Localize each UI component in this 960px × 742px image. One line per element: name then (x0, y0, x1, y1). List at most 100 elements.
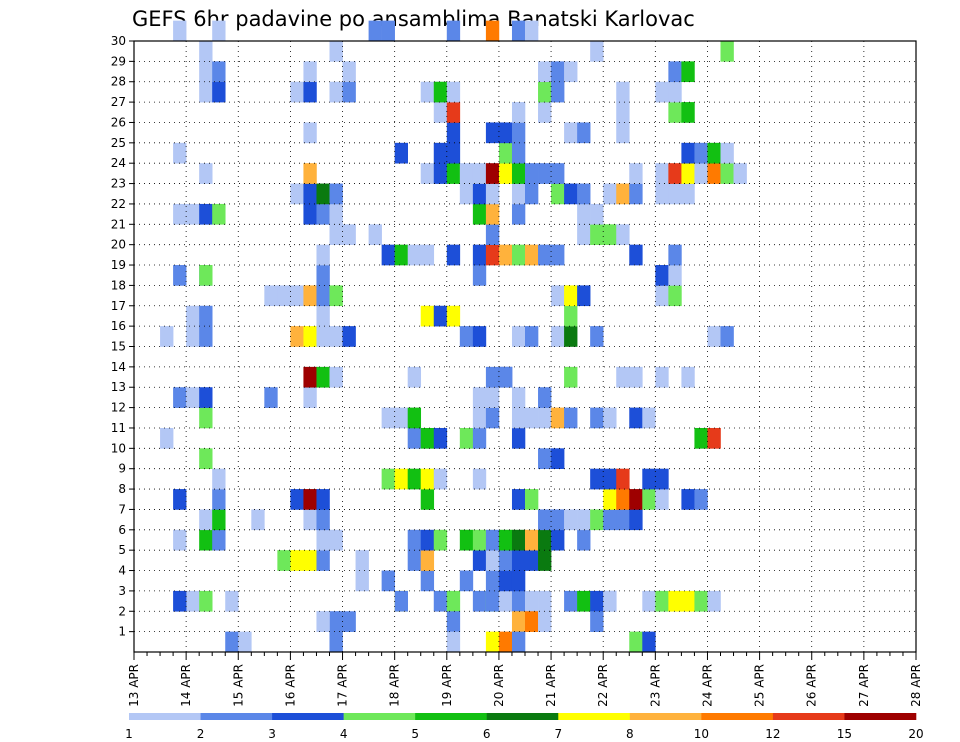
heatmap-cell (694, 489, 708, 510)
heatmap-cell (485, 631, 500, 653)
heatmap-cell (316, 509, 330, 531)
heatmap-cell (381, 20, 395, 42)
colorbar-label: 3 (268, 727, 276, 741)
heatmap-cell (472, 550, 487, 571)
heatmap-cell (173, 265, 187, 286)
heatmap-cell (577, 122, 591, 144)
y-tick-label: 18 (111, 278, 126, 292)
heatmap-cell (681, 163, 695, 184)
heatmap-cell (290, 183, 304, 205)
heatmap-cell (642, 407, 656, 429)
y-tick-label: 4 (118, 564, 126, 578)
y-tick-label: 30 (111, 34, 126, 48)
heatmap-cell (329, 81, 343, 103)
heatmap-cell (590, 224, 604, 245)
heatmap-cell (446, 590, 461, 612)
heatmap-cell (668, 81, 682, 103)
heatmap-cell (629, 631, 643, 653)
colorbar-swatch (129, 713, 201, 720)
heatmap-cell (316, 611, 330, 632)
y-tick-label: 27 (111, 95, 126, 109)
heatmap-cell (525, 529, 539, 551)
colorbar-swatch (844, 713, 917, 720)
heatmap-cell (264, 285, 278, 307)
heatmap-cell (616, 183, 630, 205)
heatmap-cell (251, 509, 265, 531)
x-tick-label: 26 APR (805, 664, 819, 707)
heatmap-cell (459, 570, 474, 592)
heatmap-cell (538, 244, 552, 266)
heatmap-cell (655, 285, 669, 307)
heatmap-cell (551, 183, 565, 205)
heatmap-cell (498, 244, 513, 266)
heatmap-cell (212, 61, 226, 83)
heatmap-cell (277, 550, 291, 571)
heatmap-cell (538, 611, 552, 632)
heatmap-cell (511, 387, 526, 408)
heatmap-cell (316, 366, 330, 388)
colorbar-swatch (701, 713, 774, 720)
heatmap-cell (616, 366, 630, 388)
y-tick-label: 3 (118, 584, 126, 598)
heatmap-cell (616, 489, 630, 510)
y-tick-label: 11 (111, 421, 126, 435)
heatmap-cell (590, 590, 604, 612)
heatmap-cell (511, 244, 526, 266)
heatmap-cell (173, 590, 187, 612)
heatmap-cell (329, 224, 343, 245)
heatmap-cell (655, 81, 669, 103)
heatmap-cell (290, 285, 304, 307)
heatmap-cell (290, 81, 304, 103)
heatmap-cell (538, 529, 552, 551)
heatmap-cell (433, 529, 448, 551)
colorbar-swatch (343, 713, 416, 720)
heatmap-cell (199, 407, 213, 429)
heatmap-cell (707, 163, 721, 184)
heatmap-cell (303, 489, 317, 510)
x-tick-label: 23 APR (648, 664, 662, 707)
heatmap-cell (498, 163, 513, 184)
heatmap-cell (316, 285, 330, 307)
heatmap-cell (472, 387, 487, 408)
heatmap-cell (160, 326, 174, 347)
heatmap-cell (485, 224, 500, 245)
x-tick-label: 21 APR (544, 664, 558, 707)
heatmap-cell (199, 590, 213, 612)
heatmap-cell (446, 244, 461, 266)
heatmap-cell (629, 183, 643, 205)
y-tick-label: 28 (111, 75, 126, 89)
heatmap-cell (564, 183, 578, 205)
heatmap-cell (329, 183, 343, 205)
heatmap-cell (342, 224, 356, 245)
heatmap-cell (316, 305, 330, 327)
y-tick-label: 16 (111, 319, 126, 333)
heatmap-cell (446, 102, 461, 123)
heatmap-cell (407, 550, 422, 571)
heatmap-cell (420, 468, 435, 490)
heatmap-cell (342, 61, 356, 83)
heatmap-cell (459, 163, 474, 184)
heatmap-cell (199, 305, 213, 327)
heatmap-cells (160, 20, 747, 653)
x-axis: 13 APR 14 APR 15 APR 16 APR 17 APR 18 APR 19 A… (127, 652, 923, 707)
heatmap-cell (707, 326, 721, 347)
heatmap-cell (538, 407, 552, 429)
heatmap-cell (433, 102, 448, 123)
heatmap-cell (694, 590, 708, 612)
heatmap-cell (472, 590, 487, 612)
heatmap-cell (199, 61, 213, 83)
colorbar-swatch (772, 713, 845, 720)
heatmap-cell (551, 285, 565, 307)
heatmap-cell (472, 244, 487, 266)
heatmap-cell (629, 163, 643, 184)
heatmap-cell (485, 20, 500, 42)
heatmap-cell (616, 102, 630, 123)
colorbar-swatch (486, 713, 559, 720)
heatmap-cell (433, 590, 448, 612)
heatmap-cell (173, 203, 187, 225)
heatmap-cell (629, 366, 643, 388)
colorbar-label: 12 (765, 727, 780, 741)
heatmap-cell (511, 570, 526, 592)
heatmap-cell (446, 20, 461, 42)
heatmap-cell (316, 326, 330, 347)
